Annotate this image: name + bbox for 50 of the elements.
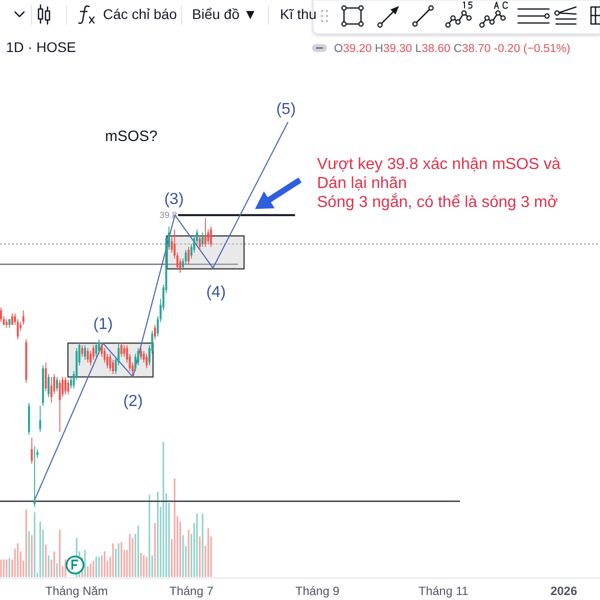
- candlestick: [86, 348, 89, 363]
- candlestick: [30, 437, 33, 464]
- text: (3): [164, 191, 184, 208]
- x-tick-label: Tháng 11: [418, 584, 469, 598]
- candlestick: [56, 376, 58, 392]
- text: Biểu đồ ▼: [192, 6, 258, 22]
- text: mSOS?: [105, 128, 158, 145]
- candlestick: [64, 376, 66, 395]
- text: O39.20 H39.30 L38.60 C38.70 -0.20 (−0.51%): [334, 43, 570, 55]
- x-tick-label: Tháng 9: [295, 584, 340, 598]
- annotation: 39.8: [159, 210, 177, 220]
- candlestick: [81, 344, 84, 358]
- text: Các chỉ báo: [103, 6, 178, 22]
- text: Vượt key 39.8 xác nhận mSOS và: [317, 156, 561, 173]
- candlestick: [198, 234, 201, 250]
- candlestick: [22, 310, 24, 326]
- chart-title: 1D · HOSE: [6, 39, 76, 55]
- annotation: (4): [206, 284, 226, 301]
- text: Dán lại nhãn: [317, 175, 407, 192]
- x-tick-label: Tháng 7: [169, 584, 214, 598]
- text: Kĩ thu: [280, 6, 317, 22]
- candlestick: [188, 246, 190, 265]
- x-tick-label: 2026: [550, 584, 578, 598]
- candlestick: [11, 312, 14, 326]
- annotation: (2): [123, 393, 143, 410]
- text: Sóng 3 ngắn, có thể là sóng 3 mở: [317, 193, 558, 211]
- x-tick-label: Tháng Năm: [45, 584, 108, 598]
- candlestick: [98, 338, 100, 354]
- candlestick: [109, 353, 112, 372]
- candlestick: [67, 379, 70, 395]
- candlestick: [204, 218, 206, 248]
- candlestick: [95, 342, 98, 358]
- candlestick: [123, 344, 126, 358]
- candlestick: [146, 353, 148, 369]
- candlestick: [210, 226, 212, 248]
- candlestick: [34, 446, 36, 508]
- candlestick: [202, 232, 204, 248]
- candlestick: [58, 379, 61, 432]
- candlestick: [120, 342, 122, 358]
- candlestick: [39, 405, 42, 432]
- annotation: (1): [93, 316, 113, 333]
- candlestick: [70, 376, 72, 389]
- candlestick: [50, 376, 52, 404]
- candlestick: [44, 362, 47, 392]
- candlestick: [84, 344, 86, 360]
- candlestick: [140, 348, 142, 360]
- candlestick: [154, 324, 156, 340]
- text: (5): [276, 101, 296, 118]
- candlestick: [48, 374, 50, 398]
- candlestick: [0, 307, 2, 322]
